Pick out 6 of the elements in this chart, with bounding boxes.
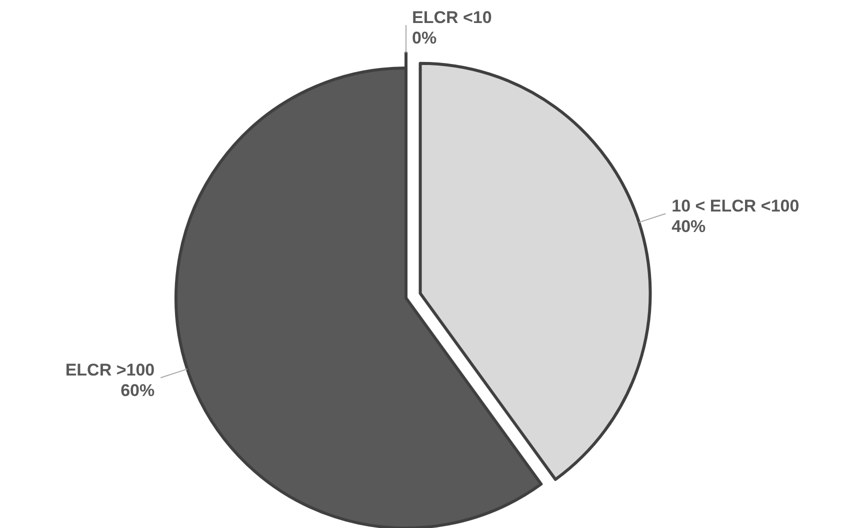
slice-label: 10 < ELCR <100 [672, 196, 800, 216]
category-label: ELCR <10 [412, 8, 492, 27]
text: 0% [412, 28, 437, 48]
data-label: 40% [672, 217, 706, 236]
data-label: 60% [120, 381, 155, 400]
slice-label: ELCR >100 [65, 360, 155, 380]
